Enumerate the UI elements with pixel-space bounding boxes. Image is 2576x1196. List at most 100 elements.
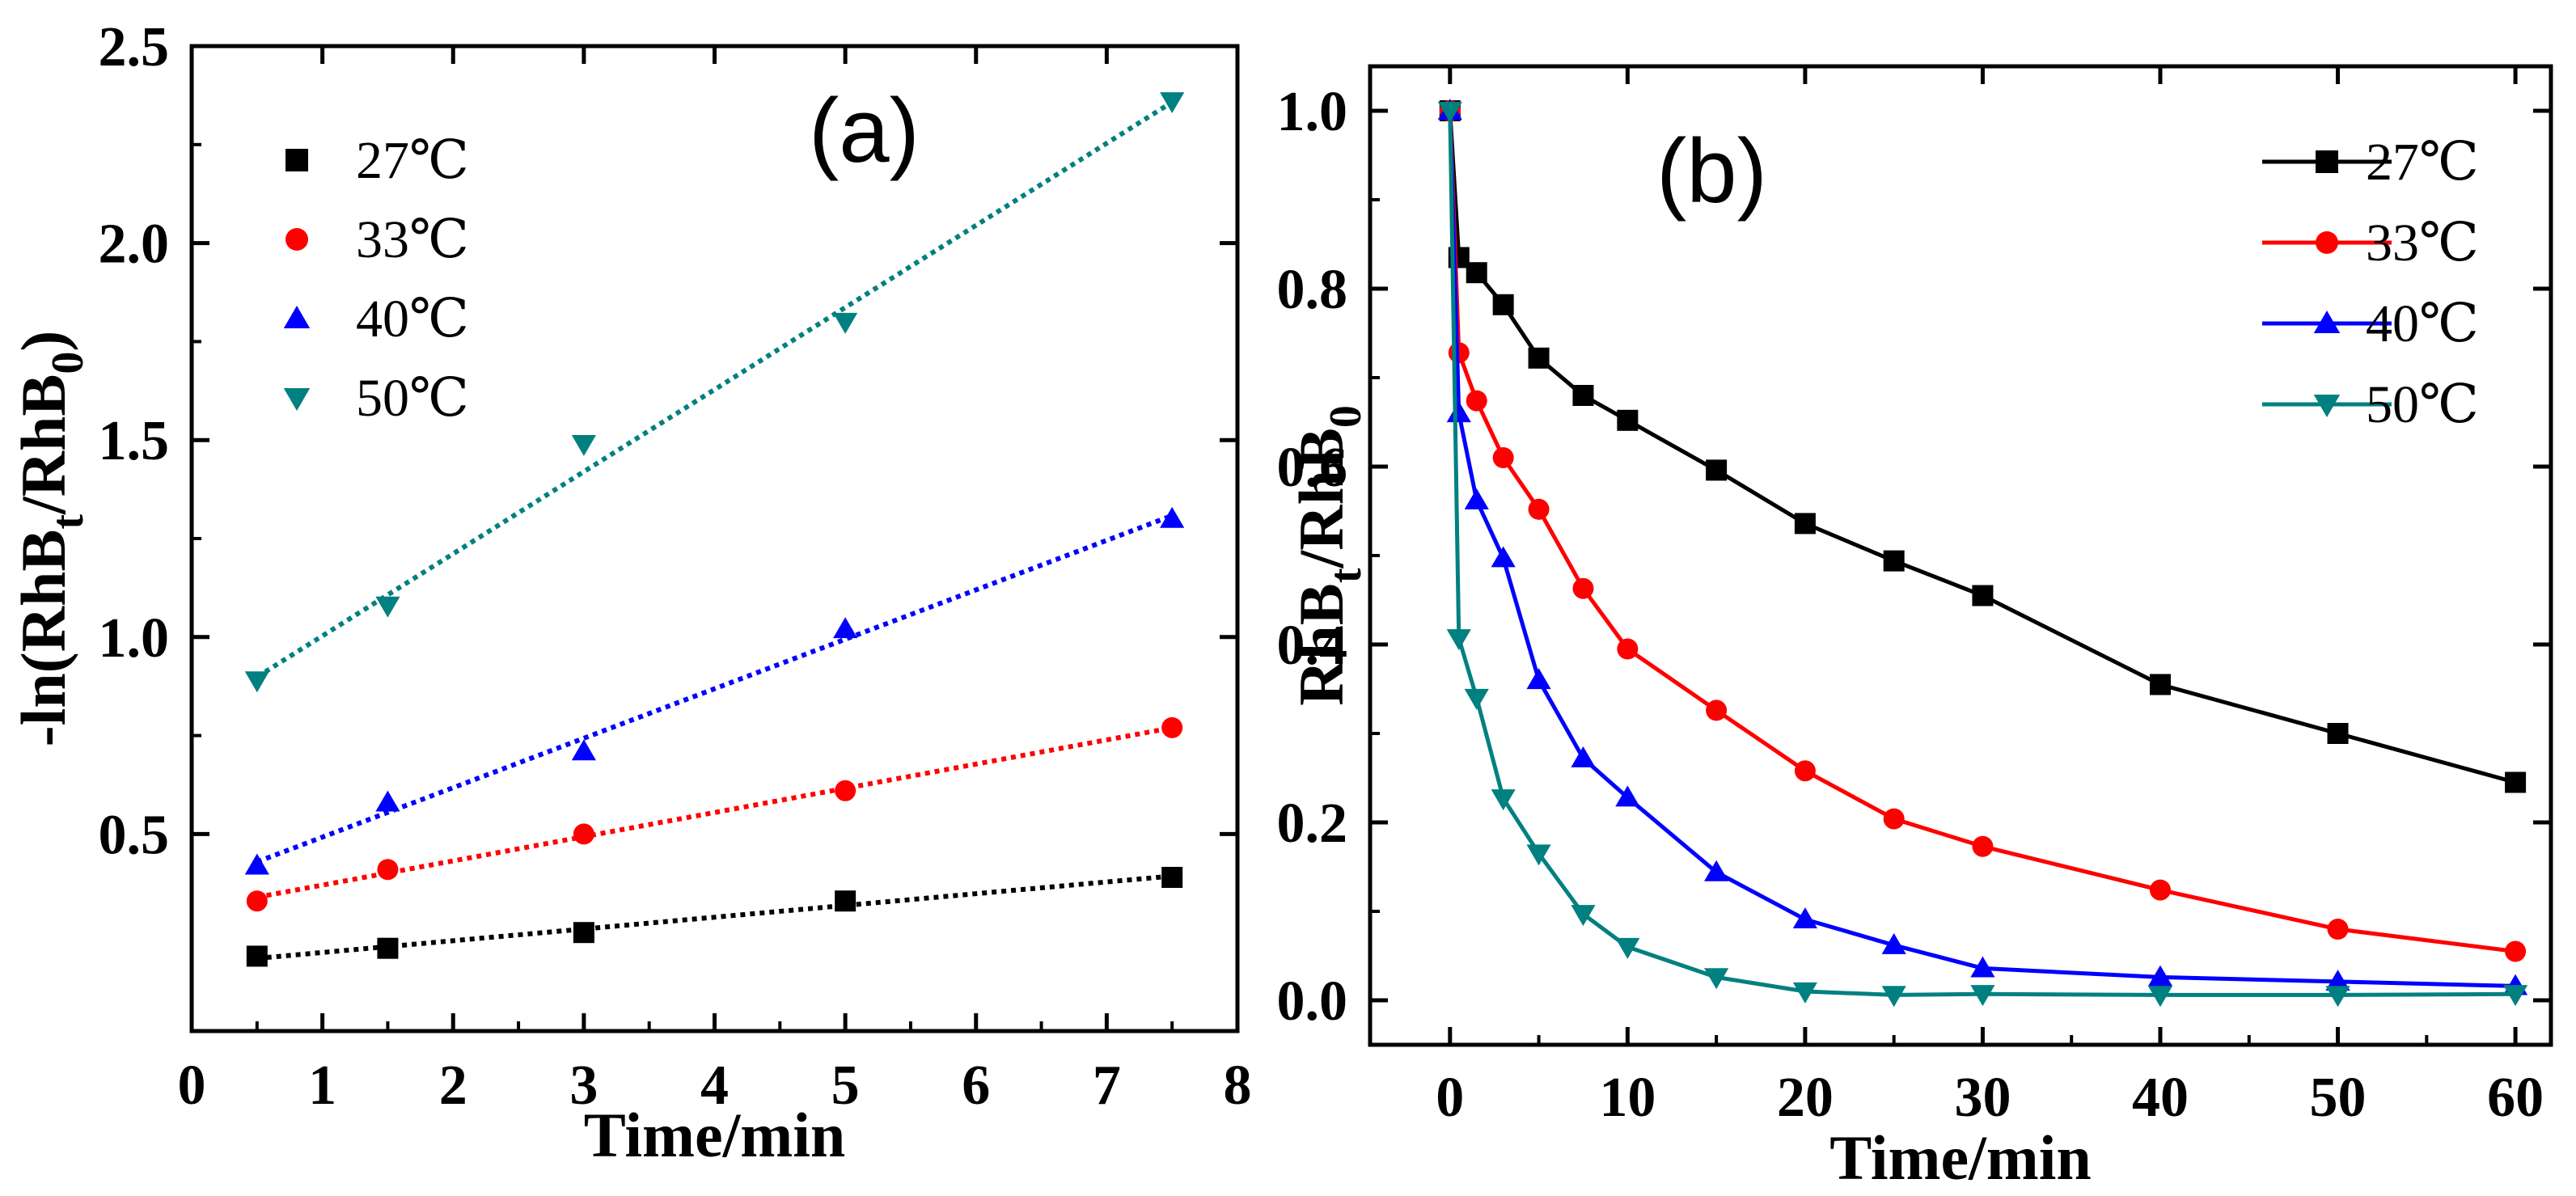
x-tick-label: 6 bbox=[962, 1054, 990, 1117]
legend-label: 50℃ bbox=[356, 369, 469, 428]
data-point bbox=[246, 945, 268, 967]
panel-label: (b) bbox=[1656, 120, 1767, 222]
data-point bbox=[1528, 498, 1550, 520]
data-point bbox=[2147, 986, 2173, 1008]
data-point bbox=[1446, 401, 1471, 423]
data-point bbox=[2325, 986, 2350, 1008]
data-point bbox=[2149, 674, 2171, 695]
y-axis-title: -ln(RhBt/RhB0) bbox=[8, 331, 93, 747]
data-point bbox=[1446, 629, 1471, 651]
series-4 bbox=[244, 92, 1185, 693]
data-point bbox=[571, 434, 596, 456]
x-tick-label: 40 bbox=[2132, 1067, 2189, 1129]
data-point bbox=[1792, 907, 1817, 929]
y-title-part: -ln(RhB bbox=[8, 530, 78, 747]
x-tick-label: 7 bbox=[1093, 1054, 1121, 1117]
legend-marker bbox=[286, 228, 308, 251]
data-point bbox=[1492, 294, 1514, 315]
data-point bbox=[573, 922, 594, 944]
y-tick-label: 0.6 bbox=[1277, 437, 1348, 499]
y-tick-label: 1.0 bbox=[1277, 81, 1348, 143]
legend-label: 33℃ bbox=[356, 210, 469, 269]
data-point bbox=[375, 790, 400, 812]
x-tick-label: 1 bbox=[308, 1054, 336, 1117]
legend-label: 27℃ bbox=[356, 131, 469, 190]
data-point bbox=[1160, 506, 1185, 528]
panel-a: 0 1 2 3 4 5 6 7 8 0.5 1.0 1.5 2.0 2.5 Time/min -ln(RhBt… bbox=[8, 16, 1252, 1170]
y-title-subscript: t bbox=[43, 514, 93, 530]
data-point bbox=[1492, 447, 1514, 468]
data-point bbox=[2327, 919, 2349, 940]
x-tick-label: 5 bbox=[831, 1054, 860, 1117]
y-title-part: /RhB bbox=[8, 374, 78, 515]
data-point bbox=[1466, 262, 1487, 284]
data-point bbox=[833, 617, 858, 639]
data-point bbox=[1571, 746, 1596, 767]
data-point bbox=[1161, 716, 1183, 738]
fit-line bbox=[256, 513, 1174, 864]
y-title-subscript: t bbox=[1321, 568, 1371, 583]
data-point bbox=[1615, 785, 1640, 807]
y-tick-label: 2.5 bbox=[99, 16, 170, 78]
data-point bbox=[1615, 937, 1640, 959]
data-point bbox=[1572, 577, 1594, 599]
legend-label: 40℃ bbox=[2366, 294, 2479, 353]
y-tick-label: 0.4 bbox=[1277, 615, 1348, 677]
x-tick-label: 2 bbox=[439, 1054, 467, 1117]
y-axis-title: RhBt/RhB0 bbox=[1286, 405, 1371, 706]
legend-marker bbox=[283, 306, 311, 328]
data-point bbox=[2505, 771, 2527, 793]
y-tick-label: 2.0 bbox=[99, 213, 170, 276]
data-point bbox=[1464, 488, 1489, 509]
series-4 bbox=[1437, 101, 2528, 1008]
data-point bbox=[1881, 986, 1906, 1008]
data-point bbox=[1706, 459, 1728, 481]
data-point bbox=[1617, 409, 1639, 431]
series-3 bbox=[244, 506, 1185, 875]
x-tick-label: 3 bbox=[569, 1054, 598, 1117]
data-point bbox=[1706, 699, 1728, 721]
x-tick-label: 10 bbox=[1599, 1067, 1656, 1129]
data-point bbox=[1491, 546, 1516, 568]
data-point bbox=[1704, 968, 1729, 990]
x-axis-title: Time/min bbox=[584, 1100, 846, 1170]
series-line bbox=[1448, 110, 2516, 988]
series-line bbox=[1448, 110, 2516, 953]
data-point bbox=[1972, 585, 1994, 606]
data-point bbox=[246, 890, 268, 912]
data-point bbox=[835, 780, 857, 801]
y-title-subscript: 0 bbox=[43, 352, 93, 374]
data-point bbox=[244, 671, 269, 693]
data-point bbox=[2149, 879, 2171, 901]
y-title-part: /RhB bbox=[1286, 428, 1356, 568]
series-line bbox=[1448, 110, 2516, 997]
data-point bbox=[1526, 668, 1551, 690]
data-point bbox=[571, 739, 596, 761]
data-point bbox=[1526, 844, 1551, 866]
data-point bbox=[1491, 789, 1516, 811]
data-point bbox=[1464, 688, 1489, 710]
data-point bbox=[2327, 723, 2349, 744]
series-3 bbox=[1437, 99, 2528, 995]
data-point bbox=[2325, 970, 2350, 991]
y-tick-label: 0.0 bbox=[1277, 970, 1348, 1033]
y-tick-label: 0.2 bbox=[1277, 792, 1348, 855]
y-title-subscript: 0 bbox=[1321, 405, 1371, 428]
legend: 27℃ 33℃ 40℃ 50℃ bbox=[283, 131, 469, 428]
data-point bbox=[1970, 985, 1995, 1007]
legend-marker bbox=[286, 149, 308, 171]
data-point bbox=[1792, 982, 1817, 1004]
x-tick-label: 50 bbox=[2310, 1067, 2367, 1129]
data-point bbox=[1572, 385, 1594, 406]
x-tick-label: 4 bbox=[700, 1054, 729, 1117]
x-tick-label: 60 bbox=[2487, 1067, 2544, 1129]
data-point bbox=[1161, 866, 1183, 888]
legend-marker bbox=[2313, 395, 2341, 417]
data-point bbox=[377, 937, 399, 959]
legend-label: 40℃ bbox=[356, 289, 469, 349]
data-point bbox=[1794, 760, 1816, 782]
x-axis-title: Time/min bbox=[1829, 1122, 2092, 1193]
series-1 bbox=[1439, 100, 2527, 793]
data-point bbox=[1617, 638, 1639, 660]
